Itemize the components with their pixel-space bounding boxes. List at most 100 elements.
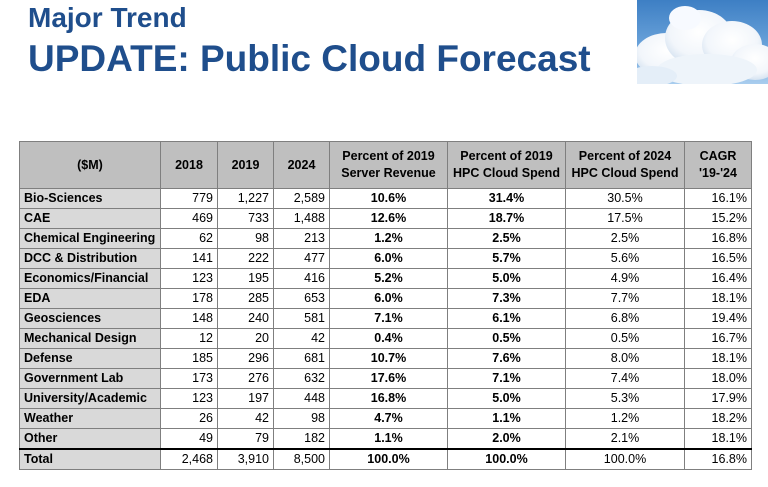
- row-label: University/Academic: [19, 388, 161, 409]
- row-label: Weather: [19, 408, 161, 429]
- row-label: Total: [19, 448, 161, 470]
- table-cell: 42: [273, 328, 330, 349]
- table-cell: 5.2%: [329, 268, 448, 289]
- table-cell: 1.2%: [565, 408, 685, 429]
- table-cell: 123: [160, 388, 218, 409]
- table-cell: 276: [217, 368, 274, 389]
- cloud-image: [637, 0, 768, 84]
- table-cell: 30.5%: [565, 188, 685, 209]
- table-cell: 16.4%: [684, 268, 752, 289]
- table-cell: 416: [273, 268, 330, 289]
- table-cell: 1.1%: [447, 408, 566, 429]
- table-cell: 7.3%: [447, 288, 566, 309]
- table-cell: 2,589: [273, 188, 330, 209]
- table-cell: 12: [160, 328, 218, 349]
- table-cell: 98: [217, 228, 274, 249]
- table-cell: 10.6%: [329, 188, 448, 209]
- table-cell: 182: [273, 428, 330, 450]
- slide-title-line1: Major Trend: [28, 2, 187, 33]
- table-cell: 100.0%: [565, 448, 685, 470]
- row-label: DCC & Distribution: [19, 248, 161, 269]
- table-cell: 7.7%: [565, 288, 685, 309]
- table-cell: 7.4%: [565, 368, 685, 389]
- table-cell: 2.5%: [447, 228, 566, 249]
- table-cell: 1.2%: [329, 228, 448, 249]
- table-cell: 213: [273, 228, 330, 249]
- table-cell: 681: [273, 348, 330, 369]
- table-cell: 0.4%: [329, 328, 448, 349]
- table-cell: 16.1%: [684, 188, 752, 209]
- row-label: Economics/Financial: [19, 268, 161, 289]
- table-cell: 7.6%: [447, 348, 566, 369]
- table-cell: 733: [217, 208, 274, 229]
- table-cell: 222: [217, 248, 274, 269]
- table-cell: 18.1%: [684, 348, 752, 369]
- table-cell: 173: [160, 368, 218, 389]
- table-total-row: Total 2,468 3,910 8,500 100.0% 100.0% 100.0% 16…: [19, 448, 752, 470]
- table-row: DCC & Distribution 141 222 477 6.0% 5.7% 5.6% 1…: [19, 248, 752, 269]
- table-cell: 296: [217, 348, 274, 369]
- table-cell: 6.0%: [329, 288, 448, 309]
- table-cell: 195: [217, 268, 274, 289]
- table-cell: 448: [273, 388, 330, 409]
- table-row: Government Lab 173 276 632 17.6% 7.1% 7.4% 18.0…: [19, 368, 752, 389]
- table-cell: 16.8%: [684, 448, 752, 470]
- table-cell: 2.1%: [565, 428, 685, 450]
- table-cell: 18.1%: [684, 428, 752, 450]
- table-cell: 148: [160, 308, 218, 329]
- row-label: Defense: [19, 348, 161, 369]
- table-cell: 285: [217, 288, 274, 309]
- table-cell: 477: [273, 248, 330, 269]
- row-label: Other: [19, 428, 161, 450]
- table-cell: 6.8%: [565, 308, 685, 329]
- table-cell: 8.0%: [565, 348, 685, 369]
- table-cell: 17.9%: [684, 388, 752, 409]
- table-cell: 100.0%: [447, 448, 566, 470]
- table-cell: 16.5%: [684, 248, 752, 269]
- table-cell: 7.1%: [329, 308, 448, 329]
- table-row: Defense 185 296 681 10.7% 7.6% 8.0% 18.1%: [19, 348, 752, 369]
- table-cell: 17.5%: [565, 208, 685, 229]
- table-cell: 2.0%: [447, 428, 566, 450]
- table-row: Weather 26 42 98 4.7% 1.1% 1.2% 18.2%: [19, 408, 752, 429]
- slide-title-line2: UPDATE: Public Cloud Forecast: [28, 38, 591, 79]
- table-cell: 18.7%: [447, 208, 566, 229]
- table-row: Economics/Financial 123 195 416 5.2% 5.0% 4.9%…: [19, 268, 752, 289]
- table-cell: 1,227: [217, 188, 274, 209]
- table-cell: 12.6%: [329, 208, 448, 229]
- table-cell: 240: [217, 308, 274, 329]
- column-header: Percent of 2019 Server Revenue: [329, 141, 448, 189]
- table-row: CAE 469 733 1,488 12.6% 18.7% 17.5% 15.2%: [19, 208, 752, 229]
- table-cell: 100.0%: [329, 448, 448, 470]
- table-cell: 2,468: [160, 448, 218, 470]
- table-cell: 49: [160, 428, 218, 450]
- table-row: Mechanical Design 12 20 42 0.4% 0.5% 0.5% 16.7%: [19, 328, 752, 349]
- table-cell: 1.1%: [329, 428, 448, 450]
- row-label: Chemical Engineering: [19, 228, 161, 249]
- row-label: Government Lab: [19, 368, 161, 389]
- column-header: 2024: [273, 141, 330, 189]
- table-header-row: ($M) 2018 2019 2024 Percent of 2019 Serv…: [19, 141, 752, 189]
- table-cell: 5.3%: [565, 388, 685, 409]
- row-label: Geosciences: [19, 308, 161, 329]
- table-row: University/Academic 123 197 448 16.8% 5.0% 5.3…: [19, 388, 752, 409]
- table-cell: 4.9%: [565, 268, 685, 289]
- table-cell: 653: [273, 288, 330, 309]
- column-header: ($M): [19, 141, 161, 189]
- table-cell: 42: [217, 408, 274, 429]
- table-cell: 5.6%: [565, 248, 685, 269]
- table-cell: 0.5%: [565, 328, 685, 349]
- table-cell: 178: [160, 288, 218, 309]
- table-row: Other 49 79 182 1.1% 2.0% 2.1% 18.1%: [19, 428, 752, 450]
- table-cell: 62: [160, 228, 218, 249]
- table-cell: 17.6%: [329, 368, 448, 389]
- table-row: Bio-Sciences 779 1,227 2,589 10.6% 31.4% 30.5%…: [19, 188, 752, 209]
- table-cell: 6.1%: [447, 308, 566, 329]
- table-cell: 779: [160, 188, 218, 209]
- table-row: Chemical Engineering 62 98 213 1.2% 2.5% 2.5% 1…: [19, 228, 752, 249]
- table-row: Geosciences 148 240 581 7.1% 6.1% 6.8% 19.4%: [19, 308, 752, 329]
- cloud-forecast-table: ($M) 2018 2019 2024 Percent of 2019 Serv…: [19, 141, 752, 470]
- table-cell: 0.5%: [447, 328, 566, 349]
- table-cell: 632: [273, 368, 330, 389]
- table-cell: 19.4%: [684, 308, 752, 329]
